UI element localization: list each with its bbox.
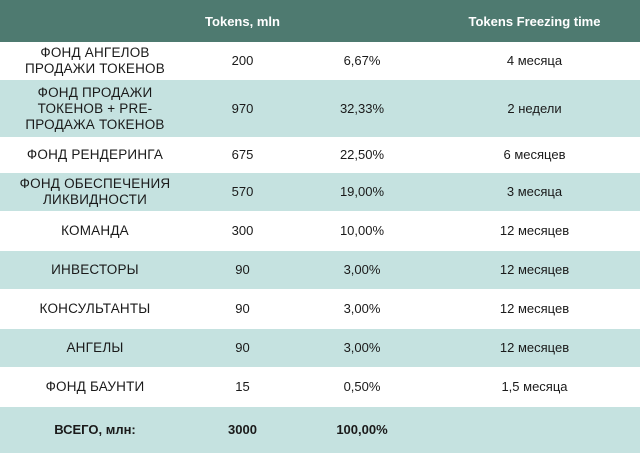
header-fund bbox=[0, 0, 190, 42]
fund-name: ФОНД ПРОДАЖИ ТОКЕНОВ + PRE-ПРОДАЖА ТОКЕН… bbox=[0, 80, 190, 137]
tokens-value: 300 bbox=[190, 211, 295, 251]
table-row: ФОНД ПРОДАЖИ ТОКЕНОВ + PRE-ПРОДАЖА ТОКЕН… bbox=[0, 80, 640, 137]
table-row: КОМАНДА 300 10,00% 12 месяцев bbox=[0, 211, 640, 251]
total-label: ВСЕГО, млн: bbox=[0, 407, 190, 453]
table-row: ФОНД БАУНТИ 15 0,50% 1,5 месяца bbox=[0, 367, 640, 407]
fund-name: КОМАНДА bbox=[0, 211, 190, 251]
tokens-value: 90 bbox=[190, 289, 295, 329]
percent-value: 6,67% bbox=[295, 42, 429, 80]
freeze-value: 12 месяцев bbox=[429, 329, 640, 367]
percent-value: 3,00% bbox=[295, 251, 429, 289]
freeze-value: 3 месяца bbox=[429, 173, 640, 211]
total-tokens: 3000 bbox=[190, 407, 295, 453]
tokens-value: 570 bbox=[190, 173, 295, 211]
header-percent bbox=[295, 0, 429, 42]
table-row: АНГЕЛЫ 90 3,00% 12 месяцев bbox=[0, 329, 640, 367]
total-percent: 100,00% bbox=[295, 407, 429, 453]
fund-name: ИНВЕСТОРЫ bbox=[0, 251, 190, 289]
freeze-value: 6 месяцев bbox=[429, 137, 640, 173]
table-row: ФОНД АНГЕЛОВ ПРОДАЖИ ТОКЕНОВ 200 6,67% 4… bbox=[0, 42, 640, 80]
header-tokens: Tokens, mln bbox=[190, 0, 295, 42]
fund-name: ФОНД РЕНДЕРИНГА bbox=[0, 137, 190, 173]
freeze-value: 2 недели bbox=[429, 80, 640, 137]
fund-name: ФОНД БАУНТИ bbox=[0, 367, 190, 407]
freeze-value: 12 месяцев bbox=[429, 289, 640, 329]
percent-value: 3,00% bbox=[295, 289, 429, 329]
table-row: КОНСУЛЬТАНТЫ 90 3,00% 12 месяцев bbox=[0, 289, 640, 329]
tokens-value: 90 bbox=[190, 329, 295, 367]
percent-value: 0,50% bbox=[295, 367, 429, 407]
tokens-value: 90 bbox=[190, 251, 295, 289]
header-freezing-time: Tokens Freezing time bbox=[429, 0, 640, 42]
percent-value: 19,00% bbox=[295, 173, 429, 211]
freeze-value: 4 месяца bbox=[429, 42, 640, 80]
fund-name: КОНСУЛЬТАНТЫ bbox=[0, 289, 190, 329]
percent-value: 3,00% bbox=[295, 329, 429, 367]
fund-name: ФОНД АНГЕЛОВ ПРОДАЖИ ТОКЕНОВ bbox=[0, 42, 190, 80]
freeze-value: 12 месяцев bbox=[429, 251, 640, 289]
fund-name: ФОНД ОБЕСПЕЧЕНИЯ ЛИКВИДНОСТИ bbox=[0, 173, 190, 211]
fund-name: АНГЕЛЫ bbox=[0, 329, 190, 367]
table-row: ИНВЕСТОРЫ 90 3,00% 12 месяцев bbox=[0, 251, 640, 289]
table-row: ФОНД РЕНДЕРИНГА 675 22,50% 6 месяцев bbox=[0, 137, 640, 173]
total-row: ВСЕГО, млн: 3000 100,00% bbox=[0, 407, 640, 453]
total-freeze bbox=[429, 407, 640, 453]
tokens-value: 200 bbox=[190, 42, 295, 80]
percent-value: 10,00% bbox=[295, 211, 429, 251]
tokens-value: 675 bbox=[190, 137, 295, 173]
freeze-value: 1,5 месяца bbox=[429, 367, 640, 407]
percent-value: 22,50% bbox=[295, 137, 429, 173]
tokens-value: 15 bbox=[190, 367, 295, 407]
tokens-value: 970 bbox=[190, 80, 295, 137]
freeze-value: 12 месяцев bbox=[429, 211, 640, 251]
percent-value: 32,33% bbox=[295, 80, 429, 137]
table-row: ФОНД ОБЕСПЕЧЕНИЯ ЛИКВИДНОСТИ 570 19,00% … bbox=[0, 173, 640, 211]
table-header-row: Tokens, mln Tokens Freezing time bbox=[0, 0, 640, 42]
